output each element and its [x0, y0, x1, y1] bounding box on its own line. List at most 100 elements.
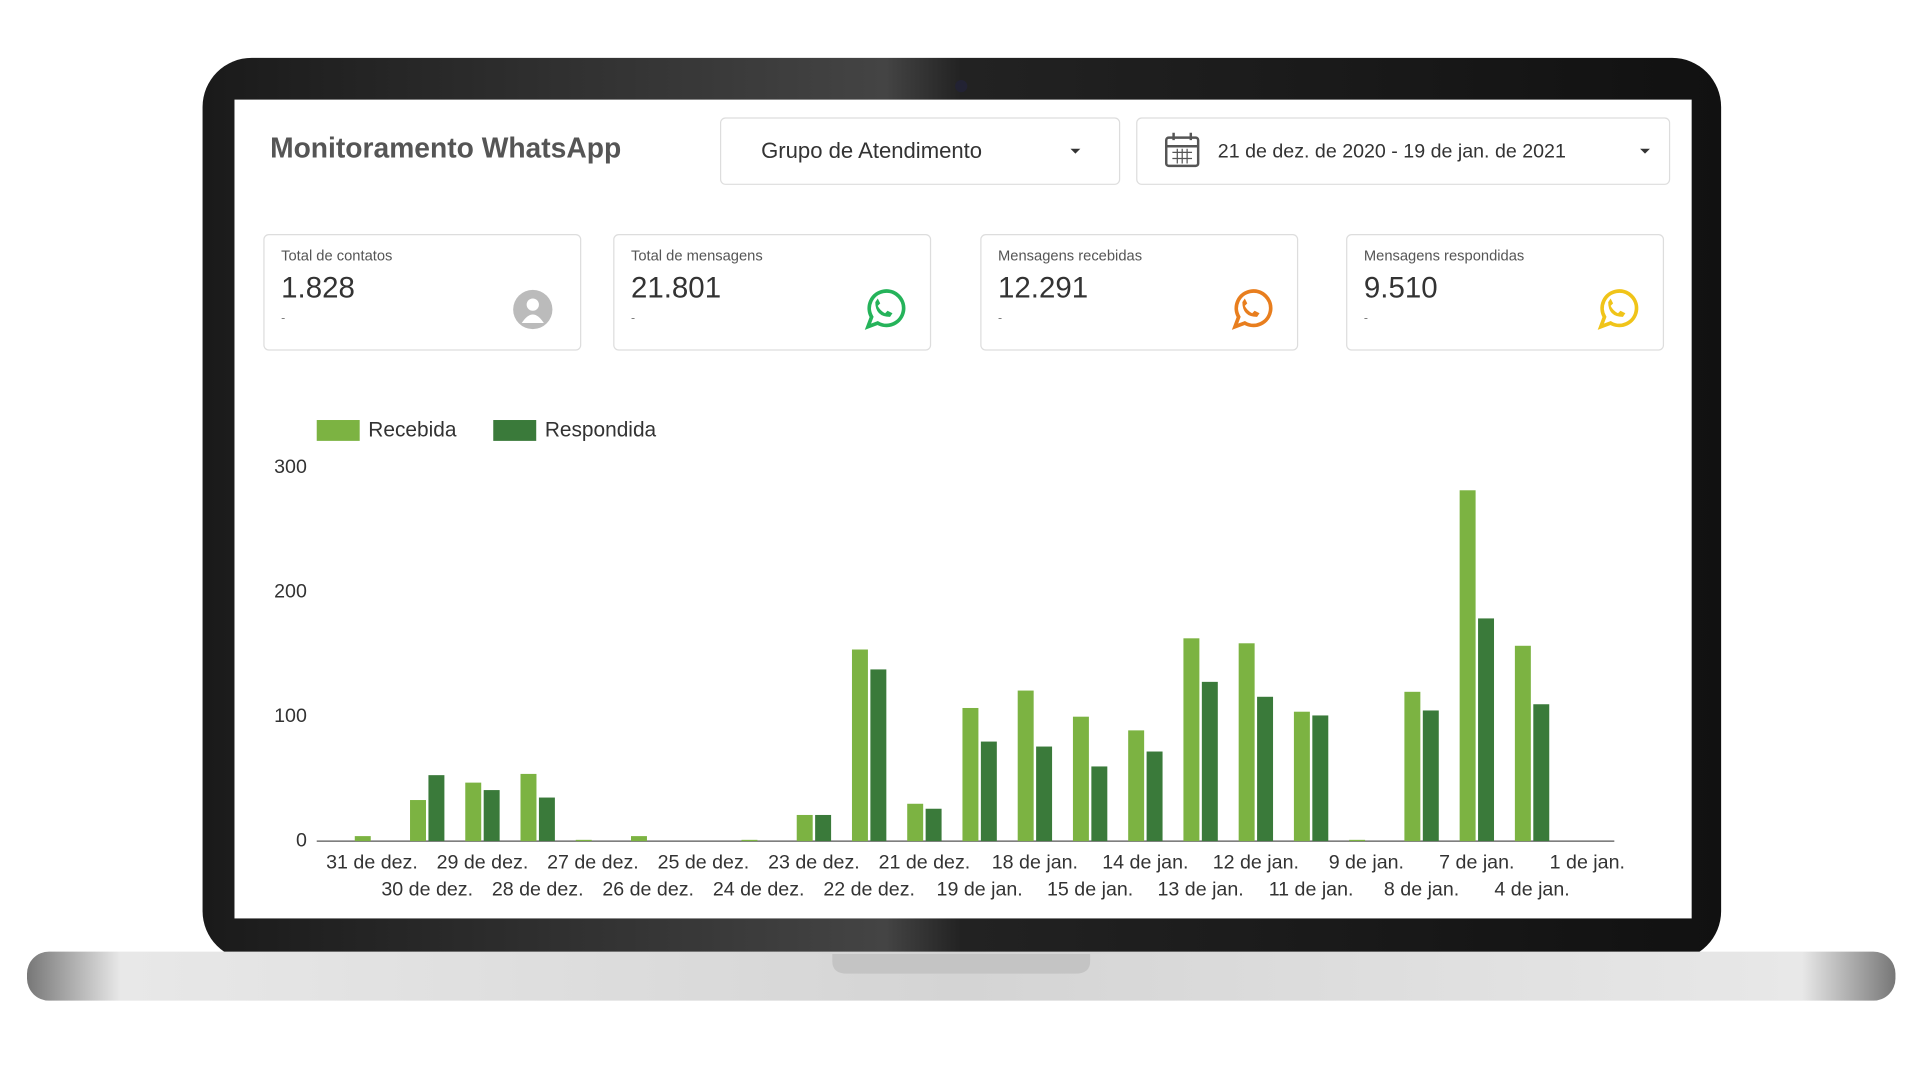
stat-card [263, 234, 582, 351]
bar [980, 741, 997, 842]
whatsapp-icon [1231, 289, 1273, 330]
bar [1146, 751, 1163, 842]
caret [1070, 148, 1081, 154]
bar [1072, 716, 1089, 842]
contact-icon-head [526, 298, 539, 311]
x-tick-label: 12 de jan. [1213, 851, 1299, 873]
bar [465, 782, 482, 842]
card-sub: - [281, 310, 285, 324]
x-tick-label: 19 de jan. [937, 878, 1023, 900]
y-tick-label: 0 [296, 829, 307, 851]
calendar-icon [1165, 132, 1200, 168]
whatsapp-icon-phone [1242, 298, 1260, 317]
camera [955, 79, 968, 93]
bar [1404, 691, 1421, 842]
group-dropdown[interactable] [720, 117, 1121, 185]
bar [1533, 704, 1550, 842]
bar [1017, 690, 1034, 842]
bar [1257, 696, 1274, 842]
x-tick-label: 26 de dez. [602, 878, 694, 900]
bar [1514, 645, 1531, 842]
x-tick-label: 15 de jan. [1047, 878, 1133, 900]
card-sub: - [1364, 310, 1368, 324]
x-tick-label: 25 de dez. [658, 851, 750, 873]
x-tick-label: 7 de jan. [1439, 851, 1514, 873]
bar [1312, 715, 1329, 842]
x-tick-label: 1 de jan. [1550, 851, 1625, 873]
stat-card [613, 234, 932, 351]
x-tick-label: 31 de dez. [326, 851, 418, 873]
bar [1293, 711, 1310, 842]
group-dropdown-text: Grupo de Atendimento [761, 138, 982, 163]
bar [796, 814, 813, 842]
x-tick-label: 24 de dez. [713, 878, 805, 900]
x-tick-label: 29 de dez. [437, 851, 529, 873]
whatsapp-icon [864, 289, 906, 330]
y-tick-label: 200 [274, 580, 307, 602]
bar [1201, 681, 1218, 842]
legend-swatch [316, 420, 360, 441]
x-tick-label: 27 de dez. [547, 851, 639, 873]
bar [1128, 730, 1145, 842]
notch [832, 954, 1091, 974]
legend-label: Respondida [545, 419, 657, 442]
bar [1036, 746, 1053, 842]
bar [630, 836, 647, 842]
contact-icon-body [521, 314, 544, 324]
bar [907, 803, 924, 842]
x-tick-label: 18 de jan. [992, 851, 1078, 873]
stat-card [1346, 234, 1665, 351]
bar [815, 814, 832, 842]
card-sub: - [631, 310, 635, 324]
card-value: 12.291 [998, 272, 1088, 305]
x-tick-label: 22 de dez. [823, 878, 915, 900]
card-value: 9.510 [1364, 272, 1438, 305]
x-tick-label: 11 de jan. [1269, 878, 1354, 900]
date-dropdown-text: 21 de dez. de 2020 - 19 de jan. de 2021 [1218, 141, 1566, 163]
card-label: Total de mensagens [631, 249, 763, 265]
bar [851, 649, 868, 842]
card-label: Mensagens respondidas [1364, 249, 1524, 265]
bar [520, 773, 537, 842]
stat-card [980, 234, 1299, 351]
whatsapp-icon-phone [875, 298, 893, 317]
legend-label: Recebida [368, 419, 457, 442]
bar [962, 707, 979, 842]
x-tick-label: 13 de jan. [1158, 878, 1244, 900]
whatsapp-icon [1597, 289, 1639, 330]
x-tick-label: 30 de dez. [381, 878, 473, 900]
bar [1349, 839, 1366, 842]
x-tick-label: 28 de dez. [492, 878, 584, 900]
bar [1091, 766, 1108, 842]
card-value: 21.801 [631, 272, 721, 305]
bar [925, 808, 942, 842]
x-tick-label: 21 de dez. [879, 851, 971, 873]
bar [870, 669, 887, 842]
card-label: Total de contatos [281, 249, 392, 265]
bar [483, 790, 500, 842]
x-tick-label: 4 de jan. [1494, 878, 1569, 900]
card-label: Mensagens recebidas [998, 249, 1142, 265]
whatsapp-icon-phone [1608, 298, 1626, 317]
bar [1422, 710, 1439, 842]
bar [1478, 618, 1495, 842]
x-tick-label: 8 de jan. [1384, 878, 1459, 900]
x-tick-label: 9 de jan. [1329, 851, 1404, 873]
x-tick-label: 14 de jan. [1102, 851, 1188, 873]
bar [410, 800, 426, 842]
y-tick-label: 300 [274, 456, 307, 478]
legend-swatch [493, 420, 537, 441]
bar [741, 839, 758, 842]
laptop-base [27, 951, 1896, 1001]
card-sub: - [998, 310, 1002, 324]
bar [428, 775, 445, 842]
bar [1238, 643, 1255, 842]
bar [538, 797, 555, 842]
bar [354, 836, 371, 842]
dashboard-title: Monitoramento WhatsApp [270, 131, 621, 163]
date-dropdown[interactable] [1136, 117, 1671, 185]
card-value: 1.828 [281, 272, 355, 305]
bar [1459, 490, 1476, 842]
caret [1640, 148, 1650, 154]
